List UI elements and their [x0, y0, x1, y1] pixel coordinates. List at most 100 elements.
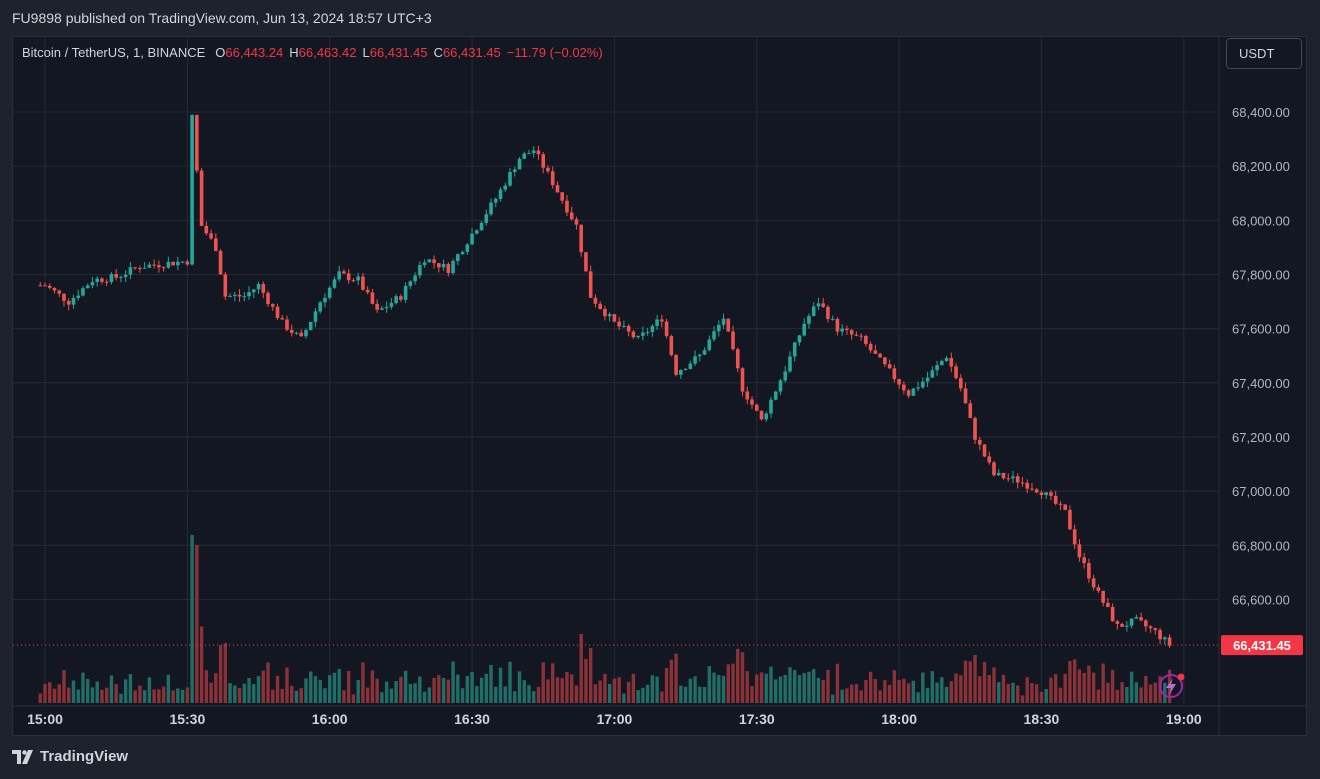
y-tick-label: 67,400.00 — [1232, 376, 1290, 391]
candle-body — [883, 357, 887, 365]
volume-bar — [731, 663, 735, 703]
volume-bar — [878, 690, 882, 703]
volume-bar — [541, 662, 545, 703]
candle-body — [470, 233, 474, 245]
candle-body — [531, 150, 536, 154]
currency-button[interactable]: USDT — [1226, 38, 1302, 69]
candle-body — [541, 154, 546, 168]
volume-bar — [375, 678, 379, 703]
candle-body — [313, 311, 318, 322]
candle-body — [327, 287, 332, 298]
volume-bar — [1053, 674, 1058, 703]
volume-bar — [982, 662, 987, 703]
candle-body — [318, 302, 323, 312]
candle-body — [1091, 578, 1096, 588]
candle-body — [603, 308, 607, 317]
candle-body — [228, 295, 232, 297]
volume-bar — [816, 677, 821, 703]
volume-bar — [441, 677, 446, 703]
volume-bar — [332, 672, 337, 703]
candle-body — [1153, 628, 1158, 631]
volume-bar — [1082, 672, 1086, 703]
lightning-icon[interactable] — [1159, 673, 1185, 698]
candle-body — [356, 276, 360, 281]
candle-body — [1110, 606, 1115, 622]
volume-bar — [859, 690, 863, 703]
volume-bar — [95, 681, 99, 703]
candle-body — [81, 288, 85, 296]
candle-body — [645, 332, 650, 334]
chart-panel[interactable] — [12, 36, 1307, 736]
candle-body — [1120, 623, 1124, 627]
volume-bar — [645, 684, 650, 703]
volume-bar — [959, 675, 963, 703]
candle-body — [811, 306, 816, 316]
volume-bar — [517, 671, 522, 703]
volume-bar — [536, 686, 541, 703]
candle-body — [1039, 492, 1044, 496]
candle-body — [1077, 544, 1082, 558]
volume-bar — [86, 678, 90, 703]
volume-bar — [631, 673, 636, 703]
open-label: O — [215, 45, 226, 60]
volume-bar — [1163, 682, 1167, 703]
volume-bar — [707, 666, 711, 703]
candle-body — [1106, 602, 1110, 607]
y-tick-label: 67,800.00 — [1232, 267, 1290, 282]
symbol-name[interactable]: Bitcoin / TetherUS, 1, BINANCE — [22, 45, 206, 60]
candle-body — [437, 263, 441, 268]
volume-bar — [883, 680, 887, 703]
candle-body — [958, 378, 963, 389]
volume-bar — [916, 692, 920, 703]
candle-body — [968, 403, 973, 419]
candle-body — [1058, 503, 1063, 505]
candle-body — [1148, 626, 1153, 629]
candle-body — [38, 285, 43, 287]
x-tick-label: 16:30 — [454, 711, 490, 727]
candle-body — [826, 306, 830, 319]
volume-bar — [114, 684, 118, 703]
candle-body — [977, 439, 982, 445]
candle-body — [512, 169, 517, 173]
candle-body — [1034, 489, 1039, 493]
candle-body — [384, 306, 389, 309]
candle-body — [944, 357, 949, 361]
candle-body — [100, 278, 104, 282]
volume-bar — [660, 691, 664, 703]
volume-bars — [38, 535, 1172, 703]
volume-bar — [180, 689, 185, 703]
volume-bar — [1011, 682, 1015, 703]
volume-bar — [560, 678, 564, 703]
volume-bar — [508, 661, 512, 703]
candle-body — [845, 328, 849, 331]
candle-body — [1015, 476, 1020, 483]
candle-body — [280, 318, 285, 320]
candle-body — [683, 368, 688, 371]
candle-body — [85, 285, 90, 289]
volume-bar — [1125, 686, 1129, 703]
candle-body — [996, 472, 1001, 476]
candle-body — [1006, 478, 1011, 480]
candle-body — [71, 297, 76, 305]
volume-bar — [275, 675, 280, 703]
volume-bar — [902, 678, 906, 703]
candle-body — [1020, 482, 1025, 484]
volume-bar — [384, 681, 389, 703]
candle-body — [807, 315, 811, 324]
candle-body — [123, 274, 128, 277]
volume-bar — [778, 676, 783, 703]
volume-bar — [1087, 665, 1091, 703]
volume-bar — [494, 686, 498, 703]
y-tick-label: 66,800.00 — [1232, 538, 1290, 553]
volume-bar — [380, 692, 384, 703]
volume-bar — [351, 694, 356, 703]
candle-body — [707, 339, 712, 351]
volume-bar — [598, 680, 602, 703]
candle-body — [555, 185, 560, 193]
tradingview-logo[interactable]: TradingView — [12, 748, 128, 765]
candle-body — [674, 355, 678, 375]
volume-bar — [935, 682, 939, 703]
open-value: 66,443.24 — [225, 45, 284, 60]
volume-bar — [161, 686, 166, 703]
